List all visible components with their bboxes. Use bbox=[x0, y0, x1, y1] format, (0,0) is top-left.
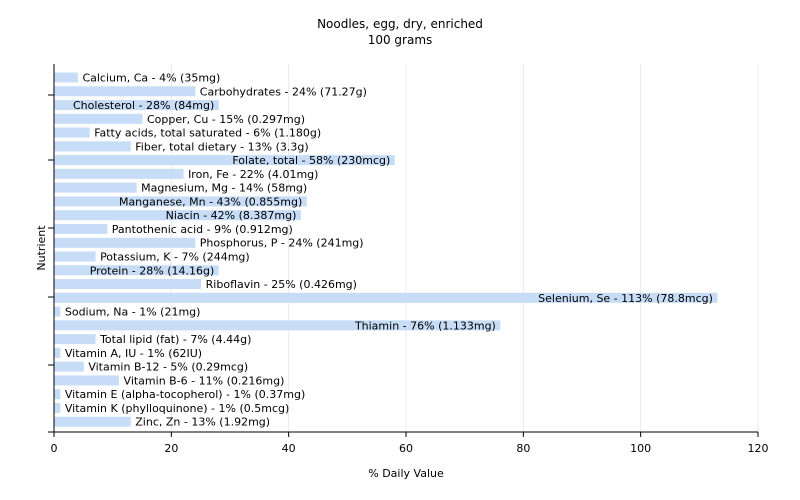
x-tick-label: 80 bbox=[516, 442, 530, 455]
bar-label: Magnesium, Mg - 14% (58mg) bbox=[141, 182, 307, 195]
x-tick-label: 100 bbox=[630, 442, 651, 455]
bar-label: Pantothenic acid - 9% (0.912mg) bbox=[112, 223, 293, 236]
bar-label: Thiamin - 76% (1.133mg) bbox=[354, 319, 496, 332]
bar bbox=[54, 182, 137, 193]
bar-label: Total lipid (fat) - 7% (4.44g) bbox=[99, 333, 251, 346]
bar-label: Protein - 28% (14.16g) bbox=[90, 264, 215, 277]
bar bbox=[54, 237, 196, 248]
bar bbox=[54, 389, 61, 400]
bar bbox=[54, 210, 301, 221]
bar-label: Sodium, Na - 1% (21mg) bbox=[65, 306, 201, 319]
bar-label: Phosphorus, P - 24% (241mg) bbox=[200, 237, 364, 250]
bar bbox=[54, 72, 78, 83]
x-tick-label: 40 bbox=[282, 442, 296, 455]
bar bbox=[54, 320, 501, 331]
bar-label: Folate, total - 58% (230mcg) bbox=[232, 154, 390, 167]
bar bbox=[54, 402, 61, 413]
bar bbox=[54, 251, 96, 262]
bar-label: Vitamin B-6 - 11% (0.216mg) bbox=[124, 374, 285, 387]
bar-label: Cholesterol - 28% (84mg) bbox=[73, 99, 214, 112]
bar bbox=[54, 361, 84, 372]
x-tick-label: 120 bbox=[748, 442, 769, 455]
bar bbox=[54, 196, 307, 207]
bar bbox=[54, 168, 184, 179]
chart-subtitle: 100 grams bbox=[367, 33, 433, 47]
bar-label: Calcium, Ca - 4% (35mg) bbox=[82, 72, 220, 85]
bar bbox=[54, 306, 61, 317]
grid-lines bbox=[170, 64, 759, 432]
bar bbox=[54, 223, 108, 234]
bar-label: Fiber, total dietary - 13% (3.3g) bbox=[135, 140, 308, 153]
y-axis-title: Nutrient bbox=[35, 225, 48, 271]
bar-label: Vitamin A, IU - 1% (62IU) bbox=[65, 347, 202, 360]
bar bbox=[54, 416, 131, 427]
bar-label: Vitamin K (phylloquinone) - 1% (0.5mcg) bbox=[65, 402, 289, 415]
x-tick-label: 0 bbox=[51, 442, 58, 455]
bars: Calcium, Ca - 4% (35mg)Carbohydrates - 2… bbox=[54, 72, 718, 429]
chart-title: Noodles, egg, dry, enriched bbox=[317, 17, 483, 31]
x-tick-label: 60 bbox=[399, 442, 413, 455]
x-tick-label: 20 bbox=[164, 442, 178, 455]
bar-label: Niacin - 42% (8.387mg) bbox=[166, 209, 297, 222]
bar-label: Zinc, Zn - 13% (1.92mg) bbox=[135, 416, 270, 429]
bar-label: Selenium, Se - 113% (78.8mcg) bbox=[538, 292, 713, 305]
bar-label: Manganese, Mn - 43% (0.855mg) bbox=[119, 195, 302, 208]
bar-label: Riboflavin - 25% (0.426mg) bbox=[206, 278, 357, 291]
x-axis-title: % Daily Value bbox=[368, 467, 444, 480]
bar bbox=[54, 265, 219, 276]
bar bbox=[54, 279, 202, 290]
bar-label: Carbohydrates - 24% (71.27g) bbox=[200, 85, 367, 98]
bar bbox=[54, 347, 61, 358]
bar bbox=[54, 113, 143, 124]
bar bbox=[54, 100, 219, 111]
bar bbox=[54, 375, 120, 386]
bar bbox=[54, 334, 96, 345]
bar-label: Copper, Cu - 15% (0.297mg) bbox=[147, 113, 305, 126]
bar bbox=[54, 86, 196, 97]
bar-label: Potassium, K - 7% (244mg) bbox=[100, 251, 250, 264]
bar-label: Fatty acids, total saturated - 6% (1.180… bbox=[94, 127, 321, 140]
axes: 0 20 40 60 80 100 120 bbox=[48, 64, 769, 455]
bar-label: Vitamin E (alpha-tocopherol) - 1% (0.37m… bbox=[65, 388, 305, 401]
bar-label: Iron, Fe - 22% (4.01mg) bbox=[188, 168, 318, 181]
bar-label: Vitamin B-12 - 5% (0.29mcg) bbox=[88, 361, 248, 374]
bar bbox=[54, 292, 718, 303]
bar bbox=[54, 155, 395, 166]
bar bbox=[54, 141, 131, 152]
bar bbox=[54, 127, 90, 138]
